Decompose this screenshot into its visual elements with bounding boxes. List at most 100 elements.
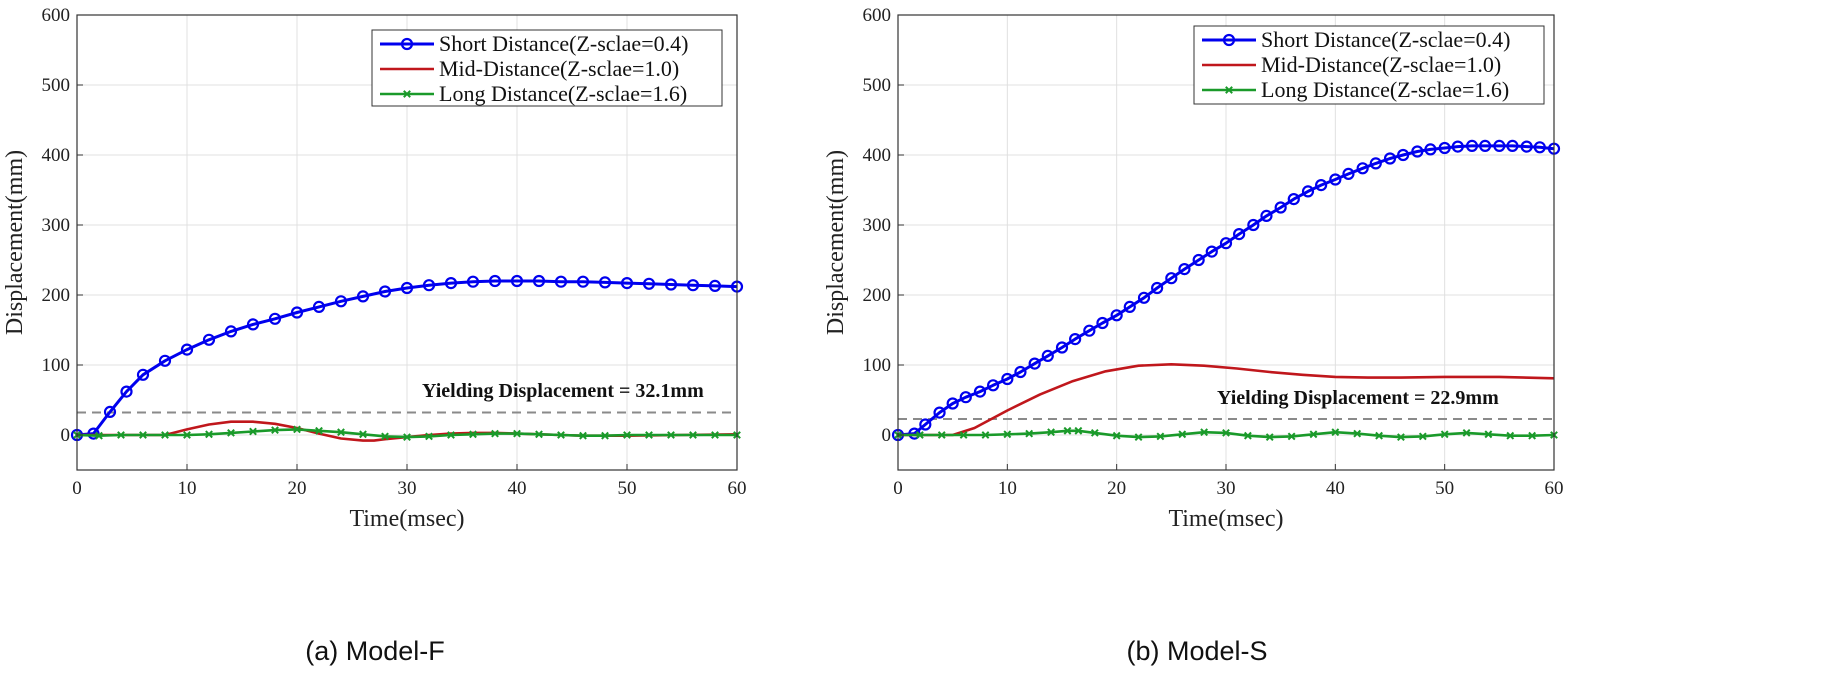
data-point-long [667,431,675,439]
data-point-short [1533,141,1546,154]
data-point-long [1331,428,1340,437]
data-point-long [623,431,631,439]
data-point-short [103,405,117,418]
data-point-short [1465,139,1479,152]
y-tick-label: 400 [42,145,71,166]
legend-label-mid: Mid-Distance(Z-sclae=1.0) [1261,52,1501,77]
data-point-short [1137,291,1151,304]
data-point-short [1274,201,1287,214]
data-point-short [686,279,700,292]
legend-marker-circle [1222,33,1236,47]
data-point-short [1451,140,1464,153]
data-point-short [1178,263,1191,276]
y-axis-label: Displacement(mm) [2,150,28,335]
data-point-short [1301,185,1315,198]
data-point-short [1342,167,1355,180]
x-tick-label: 10 [998,478,1017,499]
data-point-long [1063,426,1072,435]
data-point-long [981,431,990,439]
x-tick-label: 30 [1217,478,1236,499]
data-point-long [1047,428,1055,437]
y-tick-label: 400 [863,145,892,166]
data-point-short [554,275,568,288]
data-point-short [356,290,370,303]
data-point-short [1424,143,1437,156]
x-tick-label: 30 [398,478,417,499]
y-tick-label: 300 [42,215,71,236]
data-point-long [1484,430,1493,439]
data-point-long [1440,430,1449,439]
data-point-short [1356,162,1369,175]
data-point-short [224,325,238,338]
x-tick-label: 50 [618,478,637,499]
data-point-long [1397,433,1405,442]
series-line-short [897,144,1555,437]
data-point-long [205,430,213,439]
y-tick-label: 300 [863,215,892,236]
data-point-long [1375,431,1383,440]
data-point-short [1205,245,1218,258]
data-point-short [933,406,946,419]
data-point-long [117,431,125,439]
data-point-short [1260,209,1273,222]
data-point-long [1112,431,1121,440]
x-axis-label: Time(msec) [1168,506,1283,532]
legend-label-short: Short Distance(Z-sclae=0.4) [439,31,688,56]
data-point-long [139,431,147,439]
x-tick-label: 20 [288,478,307,499]
data-point-short [136,368,150,381]
yield-annotation: Yielding Displacement = 22.9mm [1217,387,1499,409]
data-point-long [1074,426,1083,435]
data-point-long [1200,428,1209,437]
data-point-long [491,429,499,438]
data-point-long [557,431,565,439]
data-point-short [87,427,100,440]
legend-marker-circle [400,37,414,51]
data-point-long [1243,431,1252,440]
data-point-short [1083,324,1096,337]
data-point-short [1287,193,1300,206]
y-tick-label: 100 [42,355,71,376]
data-point-short [180,343,194,356]
x-tick-label: 40 [508,478,527,499]
data-point-short [1151,281,1164,295]
x-tick-label: 0 [893,478,903,499]
x-tick-label: 10 [178,478,197,499]
legend: Short Distance(Z-sclae=0.4)Mid-Distance(… [371,29,723,107]
data-point-long [1287,432,1296,441]
data-point-short [598,276,612,289]
data-point-short [1110,309,1123,322]
data-point-long [1353,429,1362,438]
data-point-short [466,275,480,288]
data-point-long [1309,430,1318,439]
data-point-short [1028,357,1041,370]
data-point-short [1520,140,1533,153]
data-point-short [1001,372,1014,386]
y-tick-label: 0 [882,425,892,446]
data-point-long [1462,428,1471,437]
data-point-long [1222,428,1230,437]
data-point-long [249,427,257,436]
data-point-long [535,430,543,439]
data-point-long [315,426,323,435]
data-point-long [937,431,946,439]
data-point-long [1528,431,1537,440]
data-point-long [1025,429,1034,438]
y-tick-label: 500 [42,75,71,96]
data-point-short [1069,333,1082,346]
data-point-short [708,279,722,292]
data-point-short [158,354,172,367]
data-point-short [120,385,133,398]
data-point-long [403,433,411,442]
data-point-short [1219,237,1233,250]
data-point-short [422,279,436,292]
x-tick-label: 40 [1326,478,1345,499]
y-axis-label: Displacement(mm) [823,150,849,335]
data-point-short [510,274,524,288]
data-point-long [959,431,968,439]
data-point-long [183,431,191,439]
data-point-short [1233,228,1246,241]
data-point-long [645,431,653,439]
yield-annotation: Yielding Displacement = 32.1mm [422,380,704,402]
data-point-long [447,431,455,439]
